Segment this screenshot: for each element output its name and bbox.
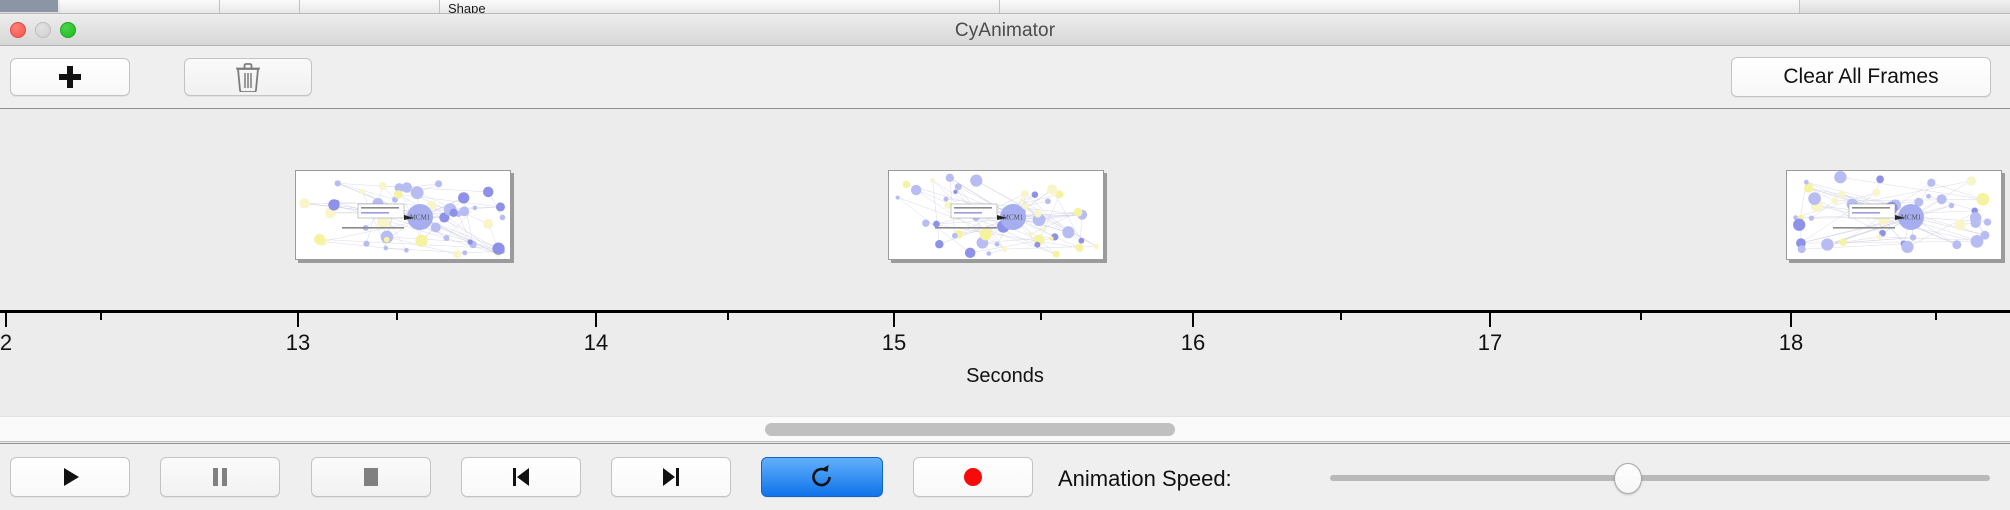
stop-icon bbox=[364, 468, 378, 486]
timeline-tick-label: 16 bbox=[1180, 330, 1206, 355]
play-icon bbox=[64, 468, 79, 486]
timeline-tick bbox=[396, 310, 398, 320]
minimize-button-icon[interactable] bbox=[35, 22, 51, 38]
scrollbar-thumb[interactable] bbox=[765, 423, 1175, 436]
timeline-tick-label: 14 bbox=[583, 330, 609, 355]
pause-icon bbox=[213, 468, 227, 486]
stop-button[interactable] bbox=[311, 457, 431, 497]
timeline-tick bbox=[1640, 310, 1642, 320]
background-tab bbox=[60, 0, 220, 13]
timeline-tick bbox=[727, 310, 729, 320]
plus-icon bbox=[59, 66, 81, 88]
timeline-tick bbox=[1192, 310, 1194, 327]
timeline-horizontal-scrollbar[interactable] bbox=[0, 416, 2010, 442]
timeline-axis-line bbox=[0, 310, 2010, 313]
add-frame-button[interactable] bbox=[10, 58, 130, 96]
background-window-selection bbox=[0, 0, 58, 12]
skip-forward-icon bbox=[663, 468, 679, 486]
timeline-tick-label: 18 bbox=[1778, 330, 1804, 355]
frame-thumbnail-13[interactable]: MCM1 bbox=[295, 170, 511, 260]
background-tab bbox=[300, 0, 440, 13]
timeline-tick bbox=[1935, 310, 1937, 320]
slider-track[interactable] bbox=[1330, 475, 1990, 481]
window-title: CyAnimator bbox=[954, 20, 1056, 41]
record-button[interactable] bbox=[913, 457, 1033, 497]
play-button[interactable] bbox=[10, 457, 130, 497]
animation-speed-slider[interactable] bbox=[1330, 463, 1990, 494]
timeline-tick-label: 17 bbox=[1477, 330, 1503, 355]
svg-text:MCM1: MCM1 bbox=[1901, 214, 1922, 222]
animation-speed-label: Animation Speed: bbox=[1058, 466, 1232, 491]
delete-frame-button[interactable] bbox=[184, 58, 312, 96]
timeline-tick-label: 13 bbox=[285, 330, 311, 355]
timeline-tick bbox=[100, 310, 102, 320]
background-tab bbox=[1000, 0, 1800, 13]
timeline-tick bbox=[297, 310, 299, 327]
close-button-icon[interactable] bbox=[10, 22, 26, 38]
skip-backward-icon bbox=[513, 468, 529, 486]
record-icon bbox=[964, 468, 982, 486]
title-bar: CyAnimator bbox=[0, 14, 2010, 46]
playback-control-bar: Animation Speed: bbox=[0, 443, 2010, 510]
timeline-tick-label: 15 bbox=[881, 330, 907, 355]
loop-icon bbox=[812, 465, 831, 487]
timeline-tick bbox=[1340, 310, 1342, 320]
svg-text:MCM1: MCM1 bbox=[410, 214, 431, 222]
frame-thumbnail-15[interactable]: MCM1 bbox=[888, 170, 1104, 260]
toolbar: Clear All Frames bbox=[0, 46, 2010, 109]
timeline-tick bbox=[5, 310, 7, 327]
timeline-tick bbox=[893, 310, 895, 327]
clear-all-frames-label: Clear All Frames bbox=[1783, 65, 1939, 88]
next-frame-button[interactable] bbox=[611, 457, 731, 497]
background-window-label: Shape bbox=[448, 1, 486, 14]
timeline-panel[interactable]: MCM1 MCM1 MCM1 2 13 14 15 16 17 18 Seconds bbox=[0, 110, 2010, 416]
timeline-axis-title: Seconds bbox=[966, 365, 1044, 387]
timeline-tick-label: 2 bbox=[0, 330, 13, 355]
previous-frame-button[interactable] bbox=[461, 457, 581, 497]
timeline-tick bbox=[1790, 310, 1792, 327]
timeline-tick bbox=[595, 310, 597, 327]
pause-button[interactable] bbox=[160, 457, 280, 497]
slider-thumb[interactable] bbox=[1614, 463, 1643, 494]
timeline-tick bbox=[1489, 310, 1491, 327]
svg-text:MCM1: MCM1 bbox=[1003, 214, 1024, 222]
background-tab bbox=[440, 0, 1000, 13]
trash-icon bbox=[236, 63, 260, 92]
traffic-lights bbox=[10, 22, 76, 38]
loop-button[interactable] bbox=[761, 457, 883, 497]
frame-thumbnail-18[interactable]: MCM1 bbox=[1786, 170, 2002, 260]
timeline-tick bbox=[1040, 310, 1042, 320]
clear-all-frames-button[interactable]: Clear All Frames bbox=[1731, 57, 1991, 97]
background-window-strip: Shape bbox=[0, 0, 2010, 14]
zoom-button-icon[interactable] bbox=[60, 22, 76, 38]
background-tab bbox=[220, 0, 300, 13]
